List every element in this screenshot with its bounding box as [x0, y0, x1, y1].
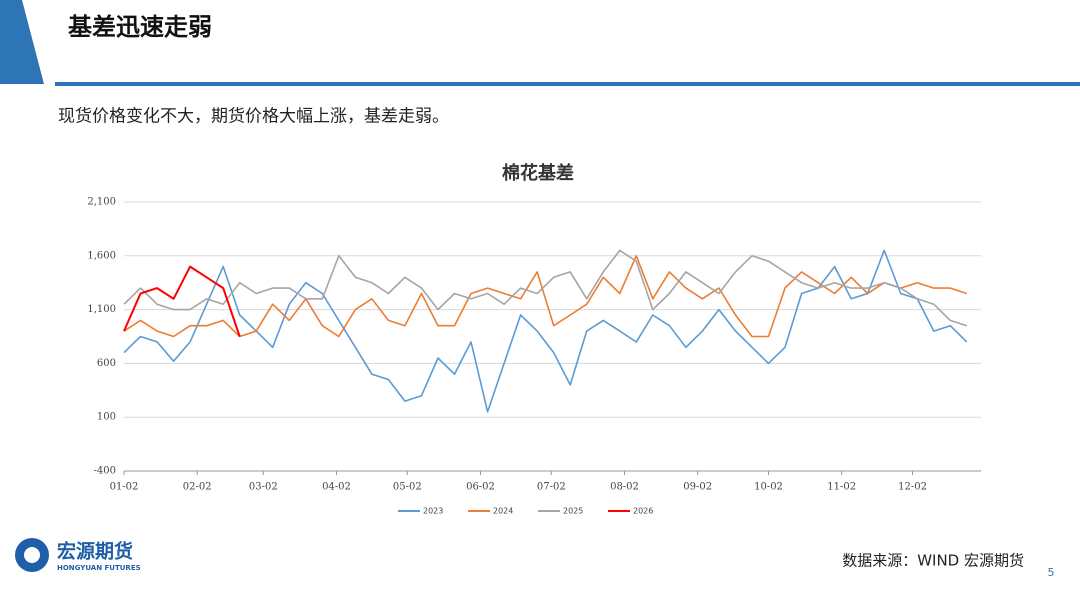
legend-label: 2026 [633, 507, 653, 516]
page-number: 5 [1048, 566, 1055, 579]
x-tick-label: 04-02 [322, 482, 351, 493]
header-shape [0, 0, 44, 84]
x-tick-label: 09-02 [683, 482, 712, 493]
x-tick-label: 12-02 [898, 482, 927, 493]
y-tick-label: 1,600 [87, 250, 116, 261]
chart-title: 棉花基差 [502, 162, 574, 184]
series-line [123, 255, 968, 338]
series-line [123, 249, 968, 327]
page-title: 基差迅速走弱 [68, 13, 212, 41]
legend-label: 2025 [563, 507, 583, 516]
x-tick-label: 03-02 [249, 482, 278, 493]
legend-label: 2023 [423, 507, 443, 516]
y-tick-label: 600 [97, 358, 116, 369]
y-tick-label: 1,100 [87, 304, 116, 315]
x-tick-label: 06-02 [466, 482, 495, 493]
plot: -400 100 600 1,100 1,600 2,100 01-02 02-02 03-02… [87, 197, 981, 516]
x-tick-label: 01-02 [110, 482, 139, 493]
series-line [123, 249, 968, 413]
logo-name: 宏源期货 [57, 540, 133, 563]
y-tick-label: -400 [94, 466, 116, 477]
legend-label: 2024 [493, 507, 513, 516]
logo-en: HONGYUAN FUTURES [57, 564, 141, 572]
subtitle: 现货价格变化不大，期货价格大幅上涨，基差走弱。 [58, 107, 449, 127]
y-tick-label: 2,100 [87, 197, 116, 208]
x-tick-label: 05-02 [393, 482, 422, 493]
x-tick-label: 10-02 [754, 482, 783, 493]
x-tick-label: 02-02 [183, 482, 212, 493]
y-tick-label: 100 [97, 412, 116, 423]
x-tick-label: 07-02 [537, 482, 566, 493]
x-tick-label: 11-02 [827, 482, 856, 493]
x-tick-label: 08-02 [610, 482, 639, 493]
logo-mark [24, 547, 40, 563]
source: 数据来源：WIND 宏源期货 [842, 552, 1024, 570]
series-line [123, 265, 241, 337]
